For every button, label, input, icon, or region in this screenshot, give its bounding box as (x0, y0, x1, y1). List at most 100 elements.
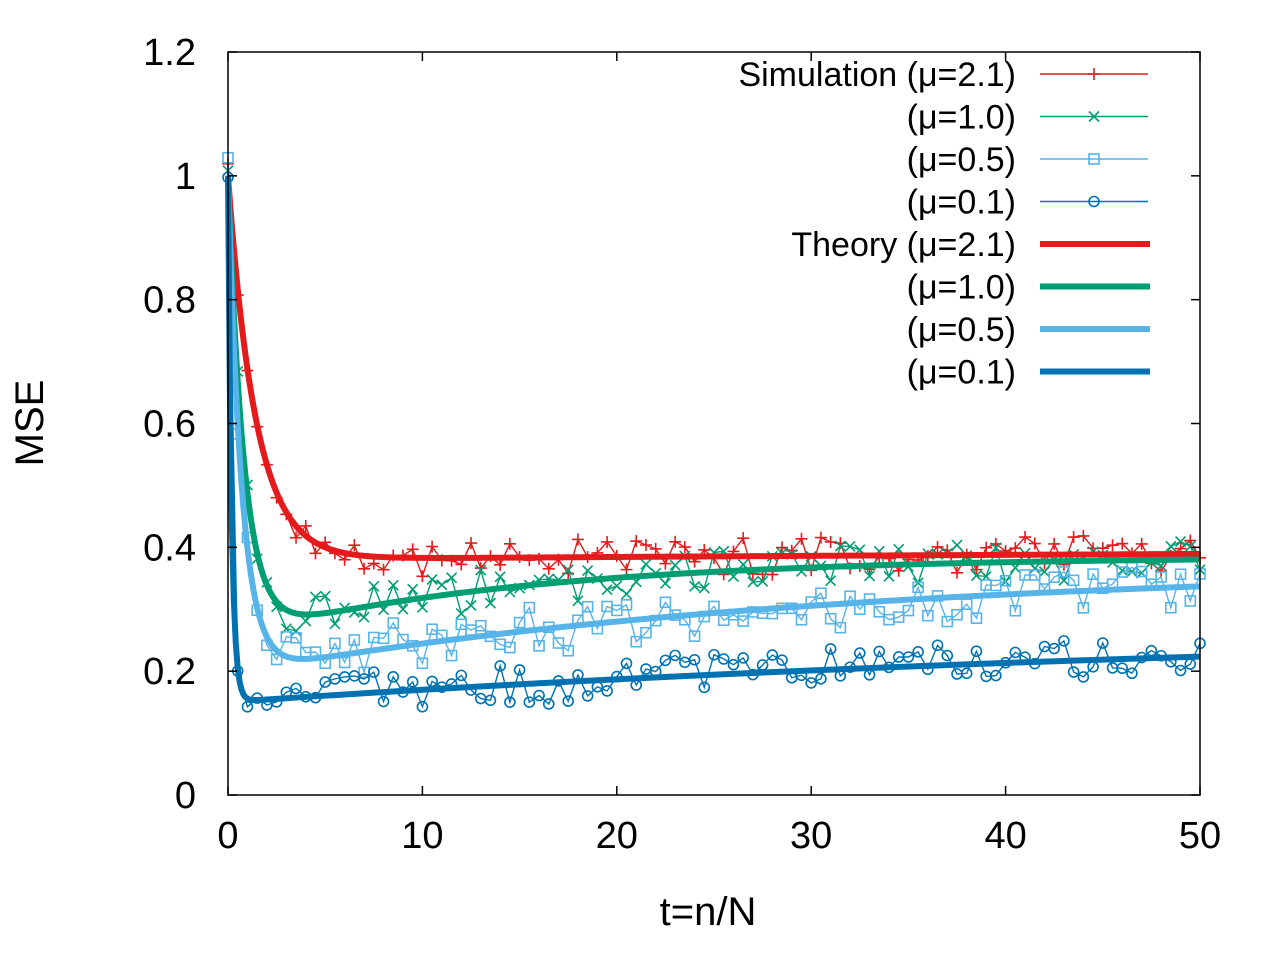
simulation-point (824, 535, 837, 548)
simulation-point (465, 537, 477, 550)
simulation-point (1009, 604, 1022, 617)
simulation-point (737, 652, 749, 664)
simulation-point (368, 580, 380, 592)
simulation-point (367, 666, 380, 678)
simulation-point (445, 572, 458, 584)
simulation-point (416, 657, 429, 670)
simulation-point (348, 539, 361, 552)
simulation-point (1174, 536, 1187, 548)
simulation-point (669, 559, 681, 571)
simulation-point (299, 519, 312, 532)
legend-swatch-marker (1088, 195, 1100, 208)
simulation-point (358, 562, 371, 575)
simulation-point (1116, 537, 1129, 550)
legend-label: (μ=0.5) (907, 311, 1016, 349)
simulation-point (698, 681, 711, 694)
simulation-point (824, 612, 837, 625)
simulation-point (290, 531, 303, 544)
simulation-point (300, 615, 312, 627)
simulation-point (523, 696, 536, 708)
simulation-point (776, 654, 788, 666)
simulation-point (1067, 666, 1080, 678)
simulation-point (407, 583, 419, 595)
simulation-point (309, 591, 322, 603)
simulation-point (1126, 667, 1138, 680)
simulation-point (416, 601, 428, 613)
legend-label: Simulation (μ=2.1) (738, 56, 1016, 94)
simulation-point (611, 580, 623, 592)
simulation-point (795, 613, 808, 626)
simulation-point (688, 653, 701, 666)
legend: Simulation (μ=2.1) (μ=1.0) (μ=0.5) (μ=0.1) T… (738, 56, 1150, 392)
simulation-point (494, 660, 506, 672)
simulation-point (377, 695, 390, 708)
simulation-point (630, 535, 643, 548)
simulation-point (542, 698, 555, 710)
simulation-point (1077, 671, 1090, 683)
simulation-point (883, 570, 895, 582)
simulation-point (484, 597, 497, 609)
simulation-point (416, 570, 429, 583)
simulation-point (290, 625, 302, 637)
x-axis-label: t=n/N (660, 890, 757, 934)
simulation-point (970, 570, 983, 582)
theory-line-mu-2_1 (225, 175, 1202, 561)
simulation-point (931, 639, 944, 652)
simulation-point (358, 611, 370, 623)
simulation-point (698, 582, 710, 594)
simulation-point (572, 595, 584, 607)
simulation-point (776, 541, 789, 554)
simulation-point (1155, 571, 1167, 583)
y-tick-label: 1.2 (143, 32, 196, 74)
theory-line-mu-0_5 (225, 175, 1202, 662)
simulation-point (659, 596, 672, 609)
simulation-point (1174, 568, 1187, 581)
simulation-point (863, 570, 876, 582)
simulation-point (853, 647, 866, 659)
simulation-point (678, 541, 691, 554)
simulation-point (1184, 534, 1197, 547)
simulation-point (1038, 566, 1051, 578)
simulation-point (455, 669, 468, 682)
simulation-point (562, 644, 575, 657)
simulation-point (329, 618, 341, 630)
simulation-point (533, 640, 545, 652)
simulation-point (387, 579, 399, 591)
y-tick-label: 0.4 (143, 527, 196, 569)
simulation-point (523, 601, 536, 614)
simulation-point (475, 564, 487, 576)
x-tick-label: 30 (790, 815, 832, 857)
simulation-point (1087, 568, 1099, 580)
legend-label: Theory (μ=2.1) (791, 226, 1016, 264)
simulation-series-mu-0_1 (222, 171, 1206, 713)
simulation-point (562, 564, 574, 576)
simulation-point (494, 571, 506, 583)
legend-entry: (μ=0.5) (907, 311, 1150, 349)
simulation-point (1067, 531, 1080, 544)
simulation-point (445, 649, 458, 662)
simulation-point (902, 604, 915, 617)
simulation-point (990, 669, 1002, 682)
simulation-point (951, 566, 963, 579)
y-tick-label: 0.2 (143, 651, 196, 693)
legend-swatch-marker (1088, 110, 1100, 123)
simulation-point (387, 671, 400, 683)
simulation-point (727, 658, 740, 671)
simulation-point (1077, 602, 1090, 614)
simulation-point (504, 696, 516, 708)
y-tick-label: 1 (175, 156, 196, 198)
simulation-point (941, 615, 954, 628)
y-tick-label: 0 (175, 775, 196, 817)
simulation-point (406, 676, 419, 688)
simulation-point (1184, 595, 1197, 607)
x-tick-label: 0 (217, 815, 238, 857)
simulation-point (970, 612, 983, 624)
simulation-point (737, 615, 749, 627)
simulation-point (640, 558, 652, 570)
simulation-point (824, 643, 837, 655)
simulation-point (416, 700, 429, 713)
simulation-point (552, 637, 565, 649)
simulation-point (504, 641, 516, 654)
simulation-point (980, 541, 993, 554)
simulation-point (873, 645, 886, 658)
